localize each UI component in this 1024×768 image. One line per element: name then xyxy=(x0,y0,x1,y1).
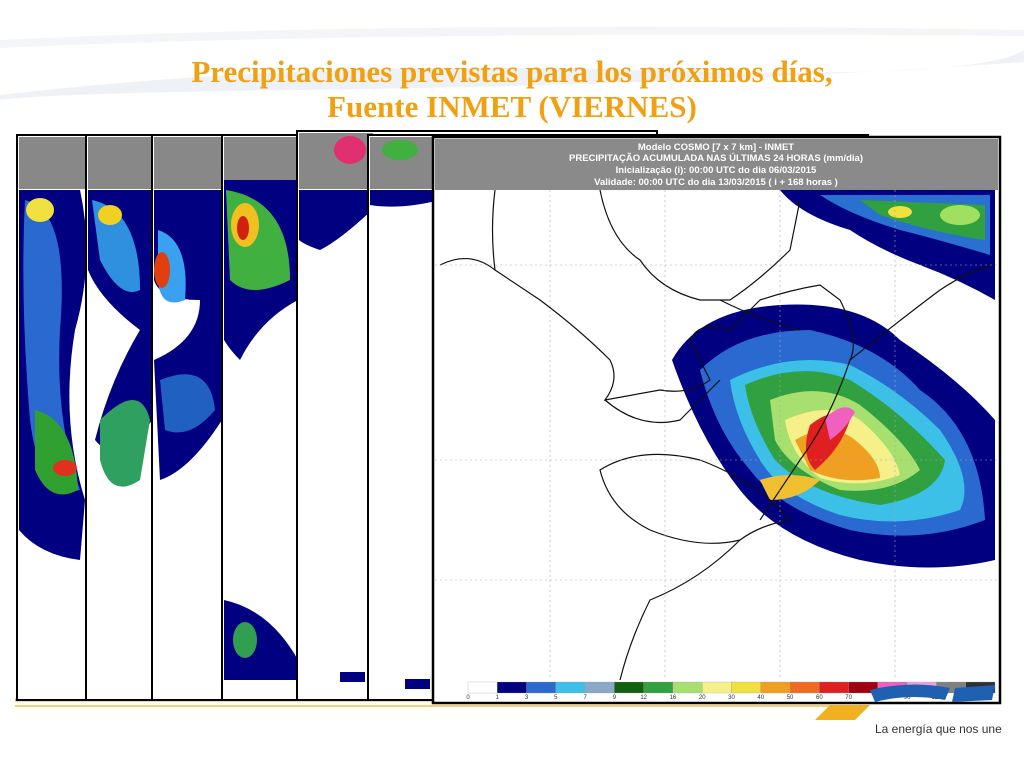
legend-swatch xyxy=(819,681,849,694)
map-header-line: Modelo COSMO [7 x 7 km] - INMET xyxy=(638,142,794,153)
legend-label: 16 xyxy=(670,695,677,701)
legend-label: 70 xyxy=(845,695,852,701)
legend-swatch xyxy=(760,681,791,694)
legend-label: 90 xyxy=(904,695,911,701)
legend-swatch xyxy=(614,681,644,694)
legend-swatch xyxy=(789,681,820,694)
legend-swatch xyxy=(526,681,556,694)
background-streaks xyxy=(0,26,1024,110)
legend-label: 5 xyxy=(554,695,558,701)
legend-label: 12 xyxy=(640,695,647,701)
legend-label: 9 xyxy=(613,695,617,701)
legend-swatch xyxy=(672,681,703,694)
title-line: Precipitaciones previstas para los próxi… xyxy=(191,54,832,89)
grid xyxy=(435,190,998,680)
legend-label: 7 xyxy=(583,695,587,701)
main-map: Modelo COSMO [7 x 7 km] - INMET PRECIPIT… xyxy=(431,135,1002,705)
map-header-band xyxy=(435,139,998,190)
legend-swatch xyxy=(702,681,732,694)
legend-label: 0 xyxy=(466,695,470,701)
legend-swatch xyxy=(731,681,761,694)
precipitation-field xyxy=(672,190,995,568)
logo xyxy=(815,684,995,720)
country-borders xyxy=(439,189,996,681)
legend-swatch xyxy=(584,681,615,694)
legend-label: 60 xyxy=(816,695,823,701)
map-header-line: PRECIPITAÇÃO ACUMULADA NAS ÚLTIMAS 24 HO… xyxy=(569,152,863,164)
legend-label: 3 xyxy=(525,695,529,701)
legend-label: 50 xyxy=(787,695,794,701)
legend-swatch xyxy=(555,681,586,694)
title-line: Fuente INMET (VIERNES) xyxy=(327,89,697,124)
legend-label: 20 xyxy=(699,695,706,701)
legend-label: 40 xyxy=(757,695,764,701)
legend-label: 30 xyxy=(728,695,735,701)
tagline: La energía que nos une xyxy=(875,722,1002,736)
legend-swatch xyxy=(467,681,498,694)
map-header-line: Inicialização (i): 00:00 UTC do dia 06/0… xyxy=(616,165,817,176)
map-header-line: Validade: 00:00 UTC do dia 13/03/2015 ( … xyxy=(594,177,838,188)
legend-label: 1 xyxy=(496,695,500,701)
legend-swatch xyxy=(643,681,674,694)
legend-swatch xyxy=(497,681,527,694)
